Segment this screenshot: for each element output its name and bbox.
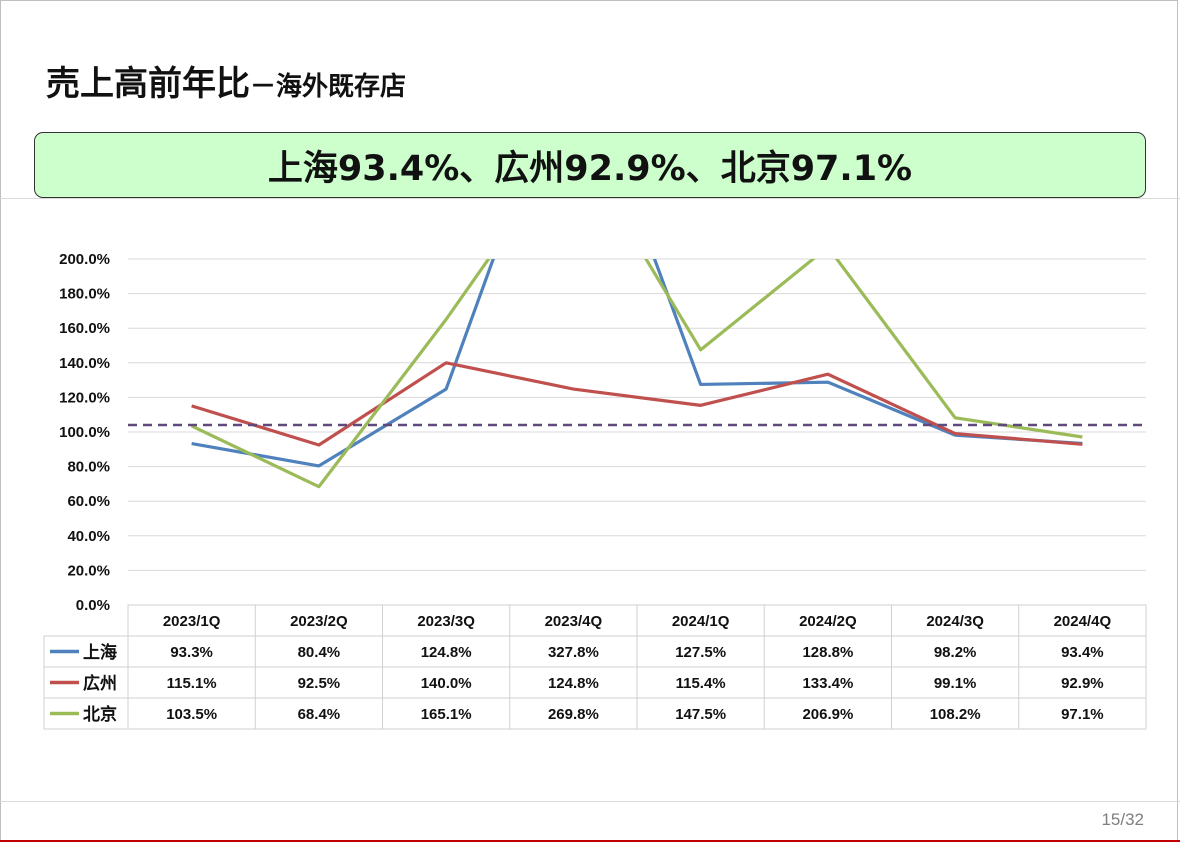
footer-divider [0, 801, 1180, 802]
data-label: 97.1% [1061, 706, 1104, 723]
data-label: 68.4% [298, 706, 341, 723]
legend-label: 北京 [83, 704, 117, 724]
x-category-label: 2024/4Q [1054, 613, 1112, 630]
y-tick-label: 100.0% [59, 424, 110, 441]
x-category-label: 2023/2Q [290, 613, 348, 630]
legend-label: 広州 [83, 673, 117, 693]
data-label: 115.4% [676, 675, 726, 692]
series-line-0 [191, 259, 1083, 468]
data-label: 93.3% [170, 644, 213, 661]
data-label: 115.1% [167, 675, 217, 692]
y-tick-label: 200.0% [59, 251, 110, 268]
data-label: 133.4% [802, 675, 853, 692]
data-label: 103.5% [166, 706, 217, 723]
data-label: 165.1% [421, 706, 472, 723]
data-label: 128.8% [802, 644, 853, 661]
legend-label: 上海 [83, 642, 117, 662]
data-label: 206.9% [802, 706, 853, 723]
line-chart: 0.0% 20.0% 40.0% 60.0% 80.0% 100.0% 120.0% 140.… [43, 251, 1147, 730]
y-tick-label: 80.0% [67, 459, 110, 476]
y-tick-label: 140.0% [59, 355, 110, 372]
data-label: 124.8% [548, 675, 599, 692]
data-label: 99.1% [934, 675, 977, 692]
page-number: 15/32 [1101, 810, 1144, 829]
x-category-label: 2024/3Q [926, 613, 984, 630]
series-group [190, 259, 1083, 489]
data-label: 92.5% [298, 675, 341, 692]
x-category-label: 2023/1Q [163, 613, 221, 630]
data-label: 127.5% [675, 644, 726, 661]
data-label: 108.2% [930, 706, 981, 723]
title-divider [0, 198, 1180, 199]
title-sub: －海外既存店 [250, 72, 407, 102]
y-tick-label: 60.0% [67, 493, 110, 510]
summary-banner: 上海93.4%、広州92.9%、北京97.1% [34, 132, 1146, 198]
banner-text: 上海93.4%、広州92.9%、北京97.1% [267, 148, 913, 189]
x-category-label: 2023/3Q [417, 613, 475, 630]
title-main: 売上高前年比 [46, 64, 250, 104]
x-category-label: 2024/2Q [799, 613, 857, 630]
series-line-1 [191, 361, 1083, 447]
data-label: 124.8% [421, 644, 472, 661]
data-label: 147.5% [675, 706, 726, 723]
bottom-accent-line [0, 840, 1180, 842]
y-tick-label: 40.0% [67, 528, 110, 545]
y-tick-label: 180.0% [59, 286, 110, 303]
data-label: 140.0% [421, 675, 472, 692]
x-category-label: 2023/4Q [545, 613, 603, 630]
data-label: 98.2% [934, 644, 977, 661]
page-title: 売上高前年比－海外既存店 [46, 56, 407, 104]
data-label: 93.4% [1061, 644, 1104, 661]
y-tick-label: 120.0% [59, 389, 110, 406]
y-tick-label: 20.0% [67, 562, 110, 579]
data-label: 92.9% [1061, 675, 1104, 692]
y-tick-label: 0.0% [76, 597, 110, 614]
data-label: 269.8% [548, 706, 599, 723]
data-label: 80.4% [298, 644, 341, 661]
y-tick-label: 160.0% [59, 320, 110, 337]
series-line-2 [190, 259, 1083, 489]
x-category-label: 2024/1Q [672, 613, 730, 630]
data-label: 327.8% [548, 644, 599, 661]
